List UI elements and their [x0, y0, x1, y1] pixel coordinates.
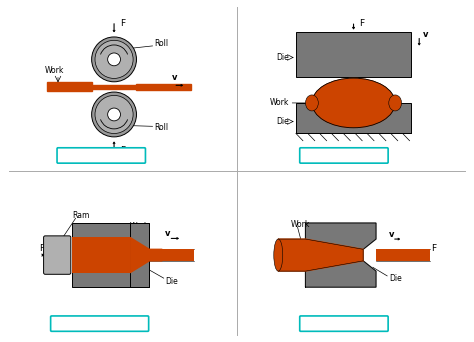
- Text: Die: Die: [277, 53, 290, 62]
- Text: Drawing: Drawing: [318, 319, 370, 329]
- Text: Rolling: Rolling: [80, 150, 123, 160]
- Text: +: +: [110, 109, 118, 119]
- Text: v: v: [423, 29, 429, 39]
- Circle shape: [95, 40, 133, 78]
- Text: Forging: Forging: [320, 150, 368, 160]
- Text: F: F: [120, 146, 125, 155]
- Circle shape: [91, 37, 137, 82]
- Text: F: F: [120, 19, 125, 28]
- Text: +: +: [110, 54, 118, 64]
- Circle shape: [95, 95, 133, 133]
- Polygon shape: [305, 223, 376, 249]
- FancyBboxPatch shape: [44, 236, 71, 274]
- Text: Die: Die: [389, 274, 401, 282]
- Circle shape: [91, 92, 137, 137]
- Bar: [296, 103, 411, 133]
- FancyBboxPatch shape: [57, 148, 146, 163]
- FancyBboxPatch shape: [300, 148, 388, 163]
- Bar: [91, 85, 137, 89]
- Text: Work: Work: [45, 66, 64, 75]
- Bar: [47, 82, 91, 91]
- Text: Die: Die: [277, 117, 290, 126]
- Bar: [376, 249, 430, 261]
- Text: v: v: [389, 230, 394, 239]
- Polygon shape: [130, 237, 162, 273]
- Bar: [130, 223, 149, 287]
- Text: Die: Die: [165, 277, 178, 286]
- Bar: [296, 32, 411, 77]
- Text: Extrusion: Extrusion: [70, 319, 129, 329]
- Ellipse shape: [274, 239, 283, 271]
- Text: Work: Work: [130, 222, 149, 231]
- Ellipse shape: [389, 95, 401, 111]
- Bar: [73, 223, 149, 287]
- Text: F: F: [359, 19, 365, 28]
- Text: F: F: [39, 244, 44, 252]
- Text: Roll: Roll: [154, 123, 168, 132]
- Polygon shape: [305, 261, 376, 287]
- Text: Work: Work: [270, 98, 290, 107]
- Text: v: v: [172, 74, 177, 82]
- Text: v: v: [164, 229, 170, 238]
- Text: Ram: Ram: [73, 211, 90, 220]
- Text: F: F: [431, 244, 436, 253]
- Ellipse shape: [305, 95, 319, 111]
- Bar: [137, 84, 191, 90]
- FancyBboxPatch shape: [51, 316, 149, 331]
- Bar: [149, 249, 194, 261]
- Ellipse shape: [312, 78, 395, 128]
- Circle shape: [108, 53, 120, 66]
- Circle shape: [108, 108, 120, 121]
- FancyBboxPatch shape: [300, 316, 388, 331]
- Text: Work: Work: [291, 220, 310, 229]
- Bar: [73, 237, 130, 273]
- Text: Roll: Roll: [154, 39, 168, 49]
- Polygon shape: [278, 239, 363, 271]
